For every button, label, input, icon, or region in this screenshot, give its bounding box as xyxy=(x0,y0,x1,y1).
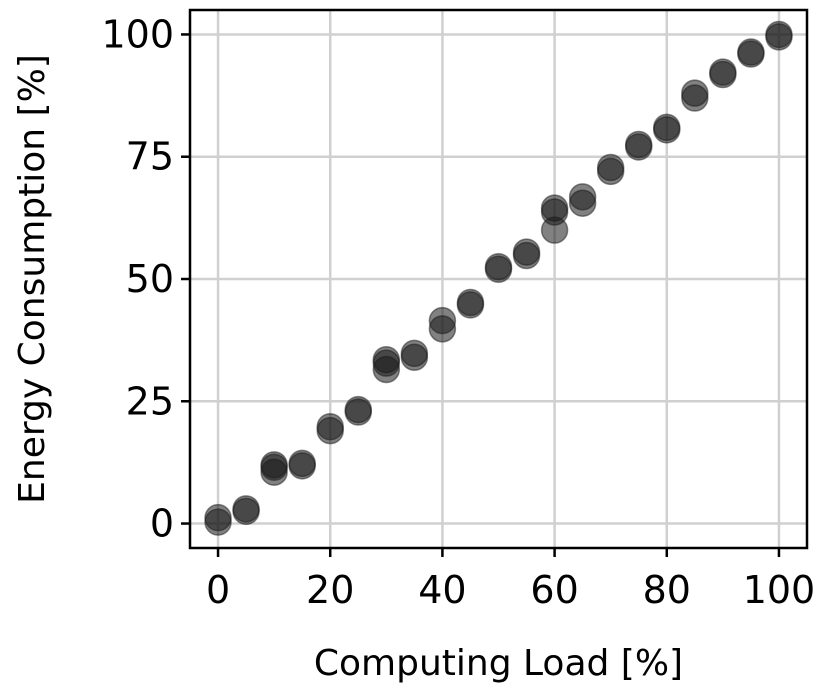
data-point xyxy=(344,395,373,424)
y-tick-label: 100 xyxy=(101,12,174,56)
data-point xyxy=(428,306,457,335)
data-point xyxy=(568,183,597,211)
y-axis-label: Energy Consumption [%] xyxy=(12,54,53,504)
data-point xyxy=(765,20,793,49)
y-tick-labels: 0 25 50 75 100 xyxy=(101,12,174,545)
data-point xyxy=(624,130,653,159)
data-point xyxy=(540,194,569,222)
data-point xyxy=(316,412,344,441)
data-point xyxy=(512,238,541,266)
data-point xyxy=(456,288,485,317)
data-points xyxy=(204,20,793,536)
x-tick-label: 40 xyxy=(418,568,466,612)
data-point xyxy=(737,38,765,66)
data-point xyxy=(681,79,709,107)
data-point xyxy=(372,345,401,374)
y-tick-label: 25 xyxy=(126,379,174,423)
y-tick-label: 75 xyxy=(126,135,174,179)
x-tick-label: 0 xyxy=(206,568,230,612)
x-tick-label: 60 xyxy=(530,568,578,612)
data-point xyxy=(653,113,681,142)
data-point xyxy=(484,253,513,281)
x-tick-label: 20 xyxy=(306,568,354,612)
data-point xyxy=(204,503,232,532)
tick-marks xyxy=(181,33,781,557)
x-tick-labels: 0 20 40 60 80 100 xyxy=(206,568,815,612)
data-point xyxy=(288,452,316,480)
y-tick-label: 50 xyxy=(126,257,174,301)
data-point xyxy=(709,58,737,86)
data-point xyxy=(400,339,429,368)
x-axis-label: Computing Load [%] xyxy=(314,643,683,684)
data-point xyxy=(596,153,625,182)
x-tick-label: 100 xyxy=(743,568,816,612)
data-point xyxy=(260,451,288,479)
data-point xyxy=(232,497,260,526)
y-tick-label: 0 xyxy=(150,502,174,546)
x-tick-label: 80 xyxy=(643,568,691,612)
